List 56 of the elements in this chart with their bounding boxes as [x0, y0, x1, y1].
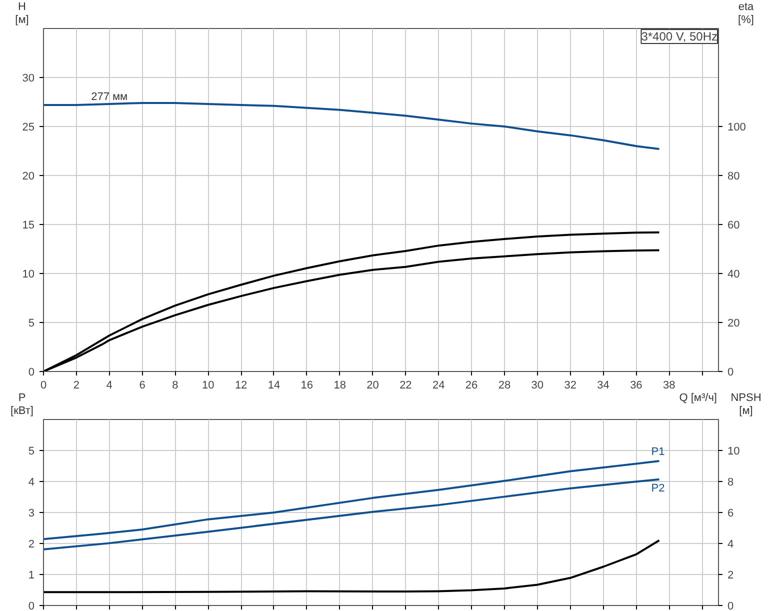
y2-tick-label: 2: [728, 570, 734, 582]
y2-tick-label: 60: [728, 220, 740, 232]
y2-tick-label: 100: [728, 122, 746, 134]
y-axis-title: H [м]: [15, 1, 29, 27]
x-tick-label: 14: [268, 380, 280, 392]
y2-tick-label: 0: [728, 366, 734, 378]
y2-tick-label: 40: [728, 268, 740, 280]
y2-tick-label: 20: [728, 318, 740, 330]
y-tick-label: 0: [28, 600, 35, 611]
x-axis-title: Q [м³/ч]: [679, 392, 717, 405]
y-tick-label: 25: [22, 122, 35, 134]
y-tick-label: 10: [22, 268, 35, 280]
y2-tick-label: 4: [728, 538, 734, 550]
x-tick-label: 26: [465, 380, 478, 392]
x-tick-label: 22: [400, 380, 412, 392]
x-tick-label: 8: [172, 380, 178, 392]
y2-axis-title: NPSH [м]: [730, 392, 762, 418]
y2-tick-label: 6: [728, 508, 734, 520]
x-tick-label: 24: [432, 380, 445, 392]
y-tick-label: 5: [28, 446, 35, 458]
y2-tick-label: 0: [728, 600, 734, 611]
line-series: [44, 102, 660, 150]
y-tick-label: 15: [22, 220, 35, 232]
series-label: P1: [651, 446, 665, 458]
y-tick-label: 3: [28, 508, 35, 520]
y-tick-label: 1: [28, 570, 35, 582]
y-tick-label: 0: [28, 366, 35, 378]
y-tick-label: 2: [28, 538, 35, 550]
x-tick-label: 28: [498, 380, 511, 392]
y2-axis-title: eta [%]: [738, 1, 754, 27]
x-tick-label: 36: [630, 380, 642, 392]
x-tick-label: 32: [564, 380, 576, 392]
y-tick-label: 5: [28, 318, 35, 330]
line-series: [44, 539, 660, 594]
x-tick-label: 38: [662, 380, 676, 392]
series-label: P2: [651, 482, 665, 494]
x-tick-label: 10: [202, 380, 214, 392]
x-tick-label: 4: [106, 380, 112, 392]
annotation: 277 мм: [91, 90, 128, 103]
x-tick-label: 16: [300, 380, 314, 392]
x-tick-label: 6: [139, 380, 146, 392]
x-tick-label: 0: [40, 380, 47, 392]
y-tick-label: 20: [22, 170, 35, 182]
x-tick-label: 34: [597, 380, 610, 392]
y2-tick-label: 10: [728, 446, 740, 458]
y-axis-title: P [кВт]: [10, 392, 34, 418]
y-tick-label: 4: [28, 476, 35, 488]
x-tick-label: 18: [334, 380, 346, 392]
y2-tick-label: 8: [728, 476, 734, 488]
x-tick-label: 12: [234, 380, 248, 392]
x-tick-label: 2: [73, 380, 80, 392]
x-tick-label: 30: [531, 380, 544, 392]
chart-title: 3*400 V, 50Hz: [641, 30, 718, 44]
x-tick-label: 20: [366, 380, 379, 392]
y-tick-label: 30: [22, 72, 35, 84]
y2-tick-label: 80: [728, 170, 740, 182]
